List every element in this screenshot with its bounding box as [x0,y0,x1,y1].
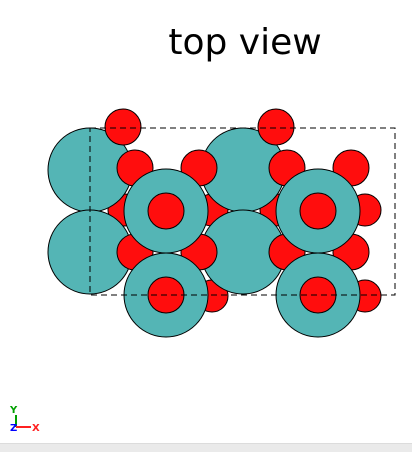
axis-x-label: X [32,423,40,434]
axis-z-label: Z [10,423,17,434]
oxygen-atom-center [147,192,185,230]
unit-cell-border [89,127,396,296]
axis-y-label: Y [9,405,18,416]
view-title: top view [168,22,322,63]
axis-indicator: Y Z X [9,405,40,434]
bottom-status-bar [0,443,412,452]
oxygen-atom-center [299,192,337,230]
oxygen-atom [104,108,142,146]
oxygen-atom [257,108,295,146]
